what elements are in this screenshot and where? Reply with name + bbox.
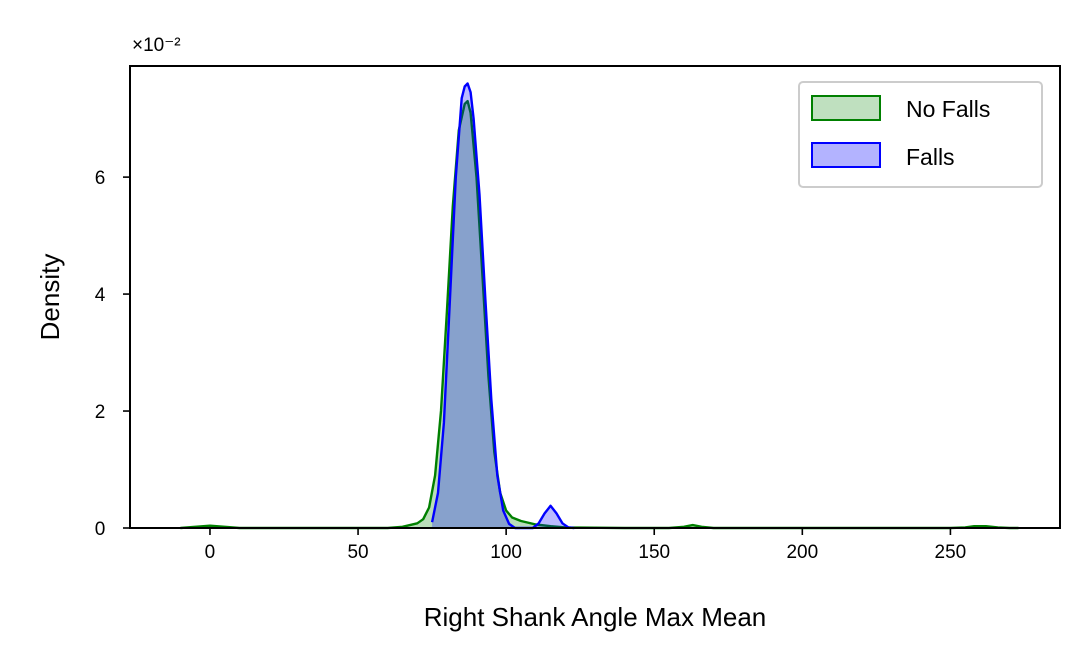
x-tick-label: 100 <box>490 542 522 563</box>
y-tick-label: 4 <box>95 285 106 306</box>
x-axis-ticks: 0 50 100 150 200 250 <box>205 528 967 563</box>
series-line-falls <box>430 82 575 530</box>
legend: No Falls Falls <box>798 81 1043 188</box>
legend-swatch-falls <box>811 142 881 168</box>
legend-label-falls: Falls <box>906 144 955 170</box>
y-tick-label: 2 <box>95 402 106 423</box>
y-tick-label: 6 <box>95 168 106 189</box>
y-offset-label: ×10⁻² <box>132 35 181 56</box>
x-tick-label: 50 <box>347 542 368 563</box>
y-axis-ticks: 0 2 4 6 <box>95 168 130 540</box>
x-tick-label: 0 <box>205 542 216 563</box>
plot-frame <box>129 65 1061 529</box>
x-axis-label: Right Shank Angle Max Mean <box>424 602 767 632</box>
x-tick-label: 250 <box>935 542 967 563</box>
legend-swatch-no-falls <box>811 95 881 121</box>
y-tick-label: 0 <box>95 519 106 540</box>
series-area-falls <box>432 83 575 528</box>
x-tick-label: 200 <box>786 542 818 563</box>
x-tick-label: 150 <box>638 542 670 563</box>
legend-label-no-falls: No Falls <box>906 96 990 122</box>
y-axis-label: Density <box>35 254 65 341</box>
